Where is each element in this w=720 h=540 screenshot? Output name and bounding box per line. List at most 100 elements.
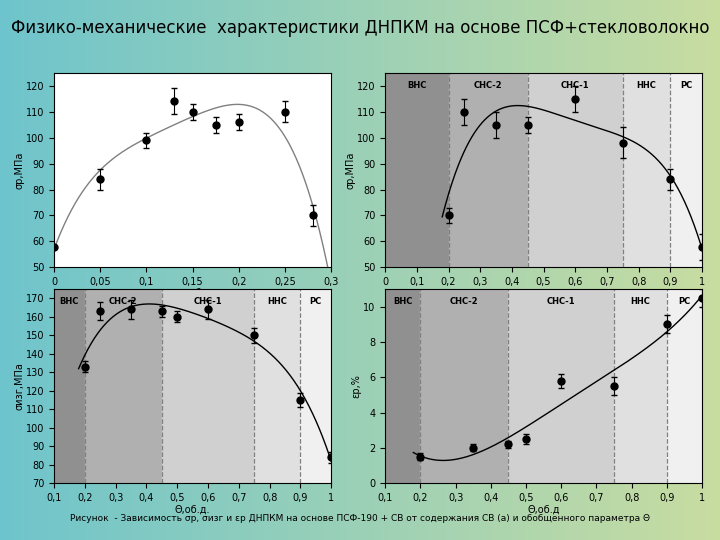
Text: СНС-2: СНС-2 bbox=[474, 80, 503, 90]
Bar bbox=[662, 0, 666, 540]
Bar bbox=[252, 0, 256, 540]
Bar bbox=[449, 73, 528, 267]
Bar bbox=[598, 0, 601, 540]
Bar bbox=[144, 0, 148, 540]
Text: ННС: ННС bbox=[631, 296, 650, 306]
Bar bbox=[385, 0, 389, 540]
Bar bbox=[184, 0, 187, 540]
Bar bbox=[706, 0, 709, 540]
Bar bbox=[115, 0, 119, 540]
Bar bbox=[554, 0, 558, 540]
Text: Физико-механические  характеристики ДНПКМ на основе ПСФ+стекловолокно: Физико-механические характеристики ДНПКМ… bbox=[11, 19, 709, 37]
Bar bbox=[50, 0, 54, 540]
Bar bbox=[68, 0, 72, 540]
Bar bbox=[569, 0, 572, 540]
Bar bbox=[389, 0, 392, 540]
Bar bbox=[108, 0, 112, 540]
Text: СНС-1: СНС-1 bbox=[561, 80, 590, 90]
Bar bbox=[540, 0, 544, 540]
Bar bbox=[76, 0, 79, 540]
Bar bbox=[616, 0, 619, 540]
Bar bbox=[0, 0, 4, 540]
Bar bbox=[522, 0, 526, 540]
Bar bbox=[659, 0, 662, 540]
Bar bbox=[47, 0, 50, 540]
Bar bbox=[187, 0, 191, 540]
Bar bbox=[18, 0, 22, 540]
Bar bbox=[22, 0, 25, 540]
Bar bbox=[216, 0, 220, 540]
Bar bbox=[580, 0, 583, 540]
Bar bbox=[54, 289, 85, 483]
Text: ВНС: ВНС bbox=[393, 296, 413, 306]
Bar bbox=[457, 0, 461, 540]
Bar bbox=[263, 0, 266, 540]
Bar bbox=[432, 0, 436, 540]
Bar bbox=[508, 0, 511, 540]
Text: РС: РС bbox=[678, 296, 690, 306]
Bar bbox=[72, 0, 76, 540]
Bar bbox=[450, 0, 454, 540]
Bar bbox=[587, 0, 590, 540]
Bar bbox=[43, 0, 47, 540]
Bar bbox=[558, 0, 562, 540]
Bar bbox=[151, 0, 155, 540]
Bar bbox=[461, 0, 464, 540]
Bar bbox=[212, 0, 216, 540]
Bar bbox=[101, 0, 104, 540]
Bar bbox=[166, 0, 169, 540]
Bar bbox=[79, 0, 83, 540]
Y-axis label: σр,МПа: σр,МПа bbox=[346, 151, 356, 189]
Bar bbox=[382, 0, 385, 540]
X-axis label: φв,об.д: φв,об.д bbox=[174, 288, 211, 299]
Bar bbox=[544, 0, 547, 540]
Bar bbox=[176, 0, 180, 540]
Bar bbox=[562, 0, 565, 540]
Bar bbox=[475, 0, 479, 540]
Bar bbox=[256, 0, 259, 540]
Bar bbox=[396, 0, 400, 540]
Bar bbox=[709, 0, 713, 540]
Bar bbox=[565, 0, 569, 540]
Bar bbox=[4, 0, 7, 540]
Bar bbox=[133, 0, 137, 540]
Bar bbox=[623, 73, 670, 267]
Bar bbox=[328, 0, 331, 540]
Bar bbox=[227, 0, 230, 540]
Bar bbox=[436, 0, 439, 540]
Text: ННС: ННС bbox=[636, 80, 657, 90]
Bar bbox=[54, 0, 58, 540]
Bar bbox=[65, 0, 68, 540]
Bar bbox=[637, 0, 641, 540]
Bar bbox=[454, 0, 457, 540]
Bar bbox=[194, 0, 198, 540]
Bar bbox=[119, 0, 122, 540]
Bar bbox=[155, 0, 158, 540]
Bar bbox=[254, 289, 300, 483]
Bar bbox=[180, 0, 184, 540]
Bar bbox=[324, 0, 328, 540]
Bar bbox=[331, 0, 335, 540]
Bar bbox=[630, 0, 634, 540]
Bar bbox=[284, 0, 288, 540]
Bar bbox=[418, 0, 421, 540]
Bar bbox=[652, 0, 655, 540]
Bar bbox=[698, 0, 702, 540]
Bar bbox=[266, 0, 270, 540]
Bar bbox=[508, 289, 614, 483]
Bar bbox=[572, 0, 576, 540]
Bar bbox=[410, 0, 414, 540]
Bar bbox=[40, 0, 43, 540]
Bar bbox=[162, 0, 166, 540]
Bar bbox=[504, 0, 508, 540]
Bar bbox=[400, 0, 403, 540]
Bar bbox=[371, 0, 374, 540]
Bar bbox=[644, 0, 648, 540]
Bar bbox=[486, 0, 490, 540]
Bar bbox=[403, 0, 407, 540]
Bar bbox=[32, 0, 36, 540]
Bar bbox=[310, 0, 313, 540]
Bar bbox=[626, 0, 630, 540]
Bar bbox=[677, 0, 680, 540]
Bar bbox=[670, 73, 702, 267]
